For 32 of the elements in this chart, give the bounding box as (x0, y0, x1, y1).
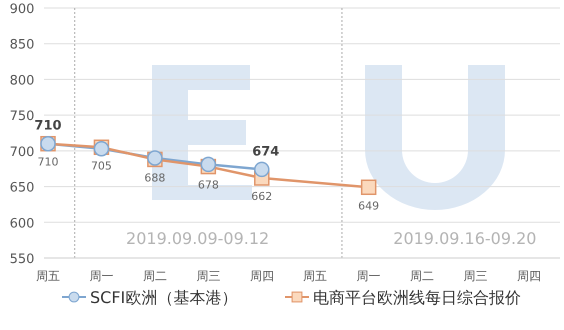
data-label: 649 (358, 199, 380, 212)
x-tick-label: 周五 (303, 269, 328, 283)
annotation: 2019.09.16-09.20 (393, 229, 536, 248)
point (254, 162, 270, 178)
data-label: 674 (252, 144, 280, 160)
y-tick-label: 800 (10, 73, 34, 88)
data-label: 705 (90, 159, 112, 172)
y-tick-label: 900 (10, 2, 34, 17)
x-tick-label: 周三 (196, 269, 220, 283)
y-tick-label: 550 (10, 252, 34, 267)
y-tick-label: 600 (10, 216, 34, 232)
x-tick-label: 周二 (142, 269, 167, 283)
legend-label: 电商平台欧洲线每日综合报价 (313, 288, 521, 307)
annotation: 2019.09.09-09.12 (126, 229, 270, 248)
data-label: 688 (144, 171, 166, 184)
x-tick-label: 周五 (36, 269, 60, 283)
y-tick-label: 650 (10, 180, 34, 196)
y-tick-label: 750 (10, 109, 34, 124)
x-tick-label: 周三 (464, 269, 488, 283)
data-label: 678 (198, 178, 219, 192)
y-tick-label: 700 (10, 144, 34, 160)
x-tick-label: 周四 (517, 269, 541, 283)
point (360, 180, 376, 196)
data-label: 662 (251, 190, 272, 203)
data-label: 710 (34, 118, 62, 134)
x-tick-label: 周一 (89, 269, 114, 283)
data-label: 710 (38, 156, 58, 169)
x-tick-label: 周一 (356, 269, 381, 283)
x-tick-label: 周二 (410, 269, 434, 283)
x-tick-label: 周四 (250, 269, 274, 283)
legend-label: SCFI欧洲（基本港） (90, 288, 238, 307)
y-tick-label: 850 (10, 38, 34, 53)
